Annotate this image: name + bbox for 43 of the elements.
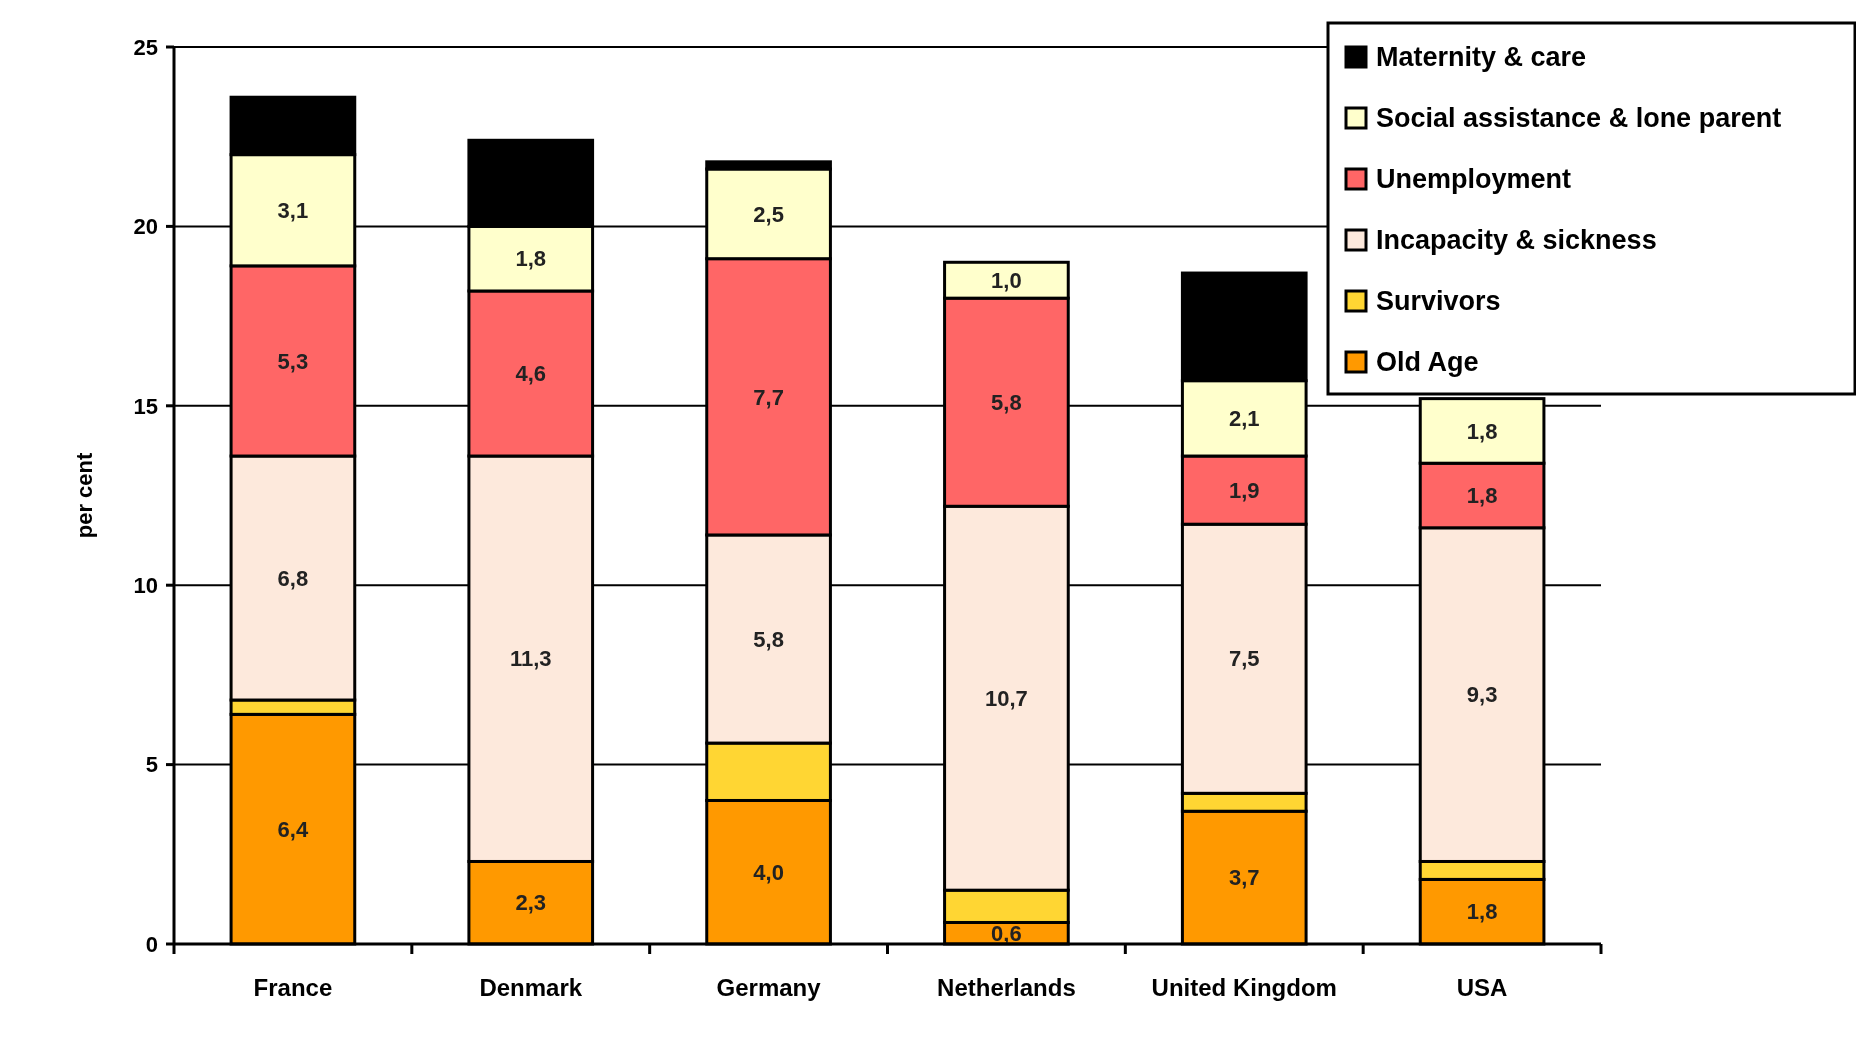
data-label: 10,7 — [985, 685, 1028, 711]
data-label: 0,6 — [991, 920, 1022, 946]
data-label: 4,0 — [753, 859, 784, 885]
y-tick-label: 0 — [145, 931, 158, 957]
data-label: 3,1 — [277, 197, 309, 223]
data-label: 1,8 — [1466, 899, 1498, 925]
x-tick-label: Netherlands — [937, 974, 1076, 1001]
legend-label: Survivors — [1376, 286, 1501, 317]
y-tick-label: 15 — [133, 393, 158, 419]
data-label: 11,3 — [509, 646, 552, 672]
data-label: 6,4 — [277, 816, 309, 842]
legend-label: Maternity & care — [1376, 42, 1587, 73]
y-axis-title: per cent — [72, 452, 97, 539]
data-label: 1,0 — [991, 267, 1022, 293]
data-label: 2,1 — [1228, 406, 1260, 432]
data-label: 1,9 — [1228, 477, 1260, 503]
legend-label: Old Age — [1376, 347, 1479, 378]
data-label: 9,3 — [1466, 682, 1498, 708]
data-label: 5,3 — [277, 348, 309, 374]
data-label: 2,3 — [515, 890, 547, 916]
data-label: 5,8 — [753, 626, 784, 652]
data-label: 1,8 — [1466, 418, 1498, 444]
data-label: 2,5 — [753, 201, 784, 227]
data-label: 4,6 — [515, 361, 547, 387]
data-label: 6,8 — [277, 565, 309, 591]
y-tick-label: 10 — [133, 572, 158, 598]
x-tick-label: Denmark — [479, 974, 583, 1001]
x-tick-label: France — [253, 974, 333, 1001]
data-label: 7,7 — [753, 384, 784, 410]
y-tick-label: 20 — [133, 214, 158, 240]
data-label: 3,7 — [1228, 865, 1260, 891]
x-tick-label: USA — [1456, 974, 1508, 1001]
data-label: 1,8 — [1466, 483, 1498, 509]
legend-label: Social assistance & lone parent — [1376, 103, 1782, 134]
y-tick-label: 5 — [145, 752, 158, 778]
legend-label: Unemployment — [1376, 164, 1572, 195]
legend-label: Incapacity & sickness — [1376, 225, 1657, 256]
y-tick-label: 25 — [133, 34, 158, 60]
x-tick-label: Germany — [716, 974, 822, 1001]
x-tick-label: United Kingdom — [1151, 974, 1337, 1001]
data-label: 5,8 — [991, 389, 1022, 415]
data-label: 1,8 — [515, 246, 547, 272]
data-label: 7,5 — [1228, 646, 1260, 672]
